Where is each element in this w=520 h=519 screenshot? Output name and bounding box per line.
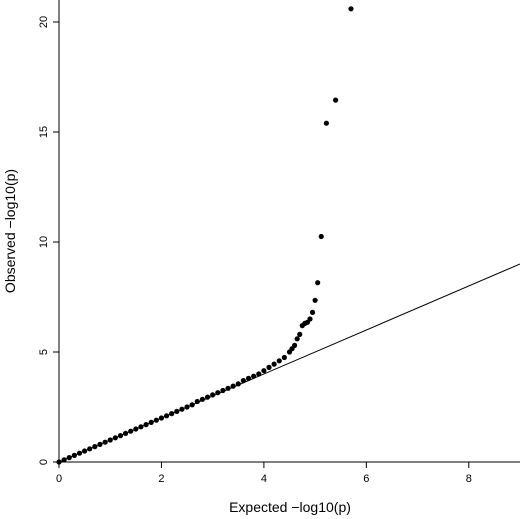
data-point — [312, 297, 318, 303]
data-point — [92, 444, 98, 450]
data-point — [174, 408, 180, 414]
data-point — [348, 6, 354, 12]
data-point — [71, 452, 77, 458]
data-point — [189, 402, 195, 408]
data-point — [143, 422, 149, 428]
data-point — [230, 383, 236, 389]
data-point — [240, 378, 246, 384]
data-point — [82, 448, 88, 454]
data-point — [261, 368, 267, 374]
data-point — [276, 358, 282, 364]
y-axis-title: Observed −log10(p) — [2, 169, 18, 293]
data-point — [292, 342, 298, 348]
x-tick-label: 0 — [56, 473, 62, 485]
data-point — [315, 280, 321, 286]
data-point — [294, 336, 300, 342]
data-point — [194, 398, 200, 405]
data-points — [56, 6, 354, 465]
data-point — [66, 455, 72, 461]
data-point — [297, 331, 303, 337]
y-tick-label: 0 — [38, 459, 50, 465]
data-point — [76, 450, 83, 456]
data-point — [97, 441, 103, 447]
data-point — [225, 385, 231, 391]
x-tick-label: 4 — [261, 473, 267, 485]
data-point — [56, 459, 62, 465]
data-point — [199, 396, 206, 402]
data-point — [256, 371, 262, 377]
data-point — [87, 446, 93, 452]
data-point — [309, 309, 316, 315]
data-point — [158, 415, 165, 421]
y-tick-label: 20 — [38, 16, 50, 28]
x-axis-title: Expected −log10(p) — [229, 499, 351, 515]
data-point — [271, 361, 277, 367]
y-tick-label: 15 — [38, 126, 50, 138]
y-tick-label: 10 — [38, 236, 50, 248]
data-point — [107, 437, 113, 443]
data-point — [138, 424, 144, 430]
data-point — [318, 233, 324, 240]
data-point — [323, 120, 329, 126]
data-point — [122, 430, 129, 436]
data-point — [204, 394, 211, 400]
data-point — [117, 433, 124, 439]
data-point — [245, 375, 252, 381]
data-point — [251, 373, 257, 379]
data-point — [220, 387, 226, 394]
data-point — [128, 428, 134, 434]
data-point — [235, 381, 241, 387]
data-point — [102, 439, 108, 445]
data-point — [266, 364, 272, 370]
x-tick-label: 6 — [363, 473, 369, 485]
data-point — [307, 316, 313, 322]
data-point — [148, 419, 154, 425]
x-tick-label: 2 — [158, 473, 164, 485]
data-point — [184, 404, 190, 410]
data-point — [112, 435, 118, 441]
data-point — [169, 411, 175, 417]
data-point — [133, 426, 139, 432]
data-point — [163, 413, 170, 419]
data-point — [179, 406, 185, 412]
data-point — [61, 457, 67, 463]
data-point — [153, 417, 159, 423]
data-point — [210, 392, 216, 398]
y-tick-label: 5 — [38, 349, 50, 355]
data-point — [333, 97, 339, 103]
data-point — [215, 390, 221, 396]
y-axis-ticks: 0 5 10 15 20 — [38, 16, 59, 465]
data-point — [281, 354, 287, 361]
x-tick-label: 8 — [466, 473, 472, 485]
